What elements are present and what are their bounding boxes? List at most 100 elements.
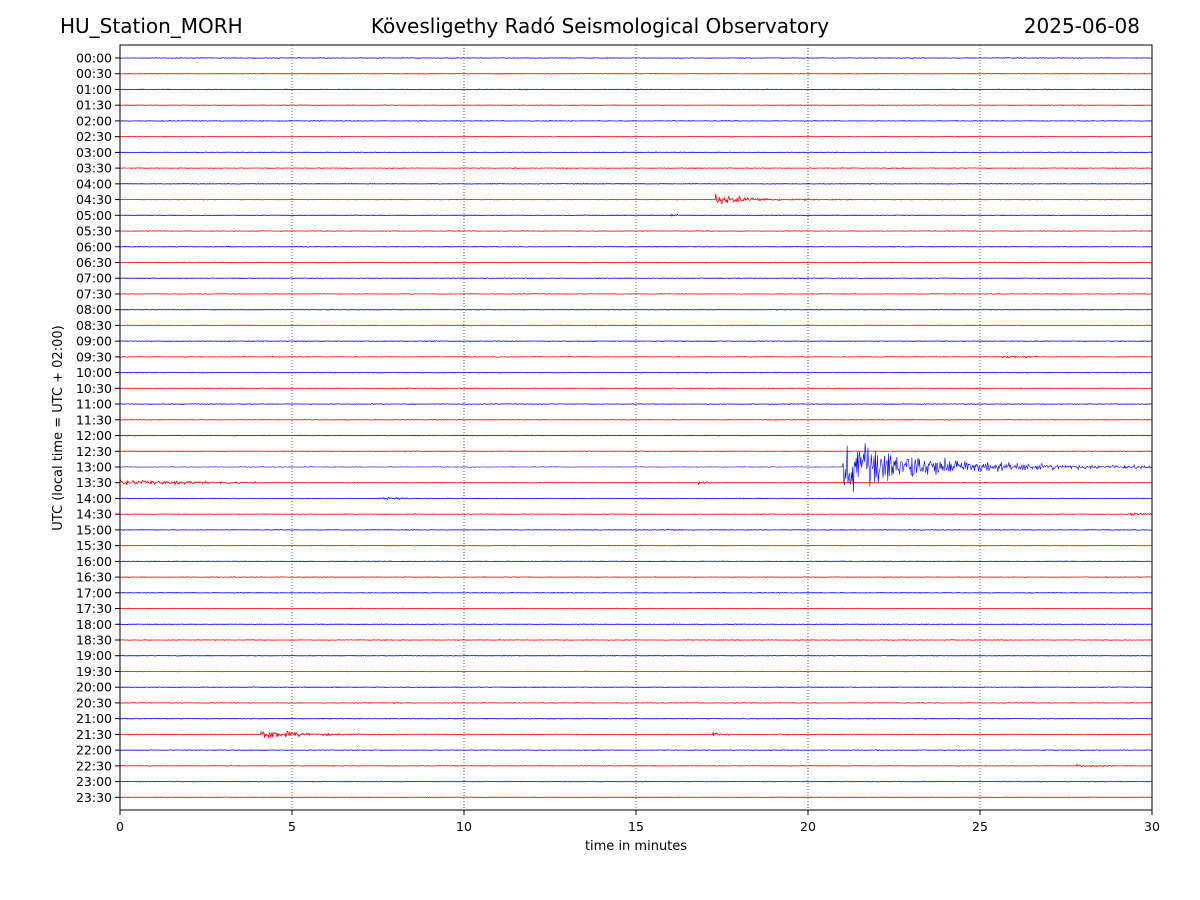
- y-tick-label: 17:00: [76, 585, 112, 600]
- y-tick-label: 22:30: [76, 758, 112, 773]
- grid-lines: [291, 45, 981, 810]
- y-tick-label: 03:30: [76, 161, 112, 176]
- y-tick-label: 11:00: [76, 397, 112, 412]
- y-tick-label: 07:00: [76, 271, 112, 286]
- trace-1300: [119, 442, 1153, 493]
- x-tick-label: 10: [456, 819, 472, 834]
- y-tick-label: 14:00: [76, 491, 112, 506]
- trace-0830: [120, 324, 1153, 327]
- y-tick-label: 14:30: [76, 507, 112, 522]
- trace-0500: [119, 213, 1153, 217]
- trace-2030: [119, 701, 1153, 704]
- y-tick-label: 05:00: [76, 208, 112, 223]
- trace-1200: [119, 434, 1153, 437]
- trace-0130: [120, 104, 1152, 107]
- y-tick-label: 20:30: [76, 695, 112, 710]
- trace-1230: [119, 450, 1153, 453]
- trace-1600: [119, 560, 1153, 563]
- y-ticks: 00:0000:3001:0001:3002:0002:3003:0003:30…: [76, 51, 120, 805]
- y-tick-label: 21:30: [76, 727, 112, 742]
- y-tick-label: 22:00: [76, 743, 112, 758]
- trace-1700: [119, 591, 1152, 594]
- trace-1500: [119, 528, 1153, 531]
- y-tick-label: 02:00: [76, 113, 112, 128]
- trace-1900: [119, 654, 1153, 657]
- trace-1630: [119, 576, 1153, 579]
- trace-1800: [120, 623, 1153, 626]
- trace-0800: [120, 308, 1153, 311]
- trace-0100: [119, 88, 1153, 91]
- station-title: HU_Station_MORH: [60, 14, 243, 38]
- y-tick-label: 13:00: [76, 459, 112, 474]
- y-tick-label: 07:30: [76, 286, 112, 301]
- trace-2130: [120, 730, 1153, 739]
- y-tick-label: 13:30: [76, 475, 112, 490]
- y-tick-label: 23:30: [76, 790, 112, 805]
- trace-0230: [119, 135, 1153, 138]
- y-tick-label: 12:00: [76, 428, 112, 443]
- y-tick-label: 17:30: [76, 601, 112, 616]
- y-tick-label: 18:00: [76, 617, 112, 632]
- x-tick-label: 15: [628, 819, 644, 834]
- trace-1100: [119, 403, 1152, 405]
- trace-1030: [119, 387, 1153, 390]
- x-tick-label: 25: [972, 819, 988, 834]
- x-ticks: 0 5 10 15 20 25 30: [116, 810, 1160, 834]
- y-tick-label: 05:30: [76, 224, 112, 239]
- y-tick-label: 15:30: [76, 538, 112, 553]
- y-tick-label: 16:00: [76, 554, 112, 569]
- date-title: 2025-06-08: [1023, 14, 1140, 38]
- trace-0430: [119, 193, 1153, 204]
- y-tick-label: 10:30: [76, 381, 112, 396]
- y-tick-label: 15:00: [76, 522, 112, 537]
- y-tick-label: 21:00: [76, 711, 112, 726]
- y-tick-label: 04:30: [76, 192, 112, 207]
- y-tick-label: 08:00: [76, 302, 112, 317]
- y-tick-label: 00:00: [76, 51, 112, 66]
- trace-1130: [119, 418, 1153, 421]
- trace-0700: [119, 277, 1153, 280]
- y-tick-label: 00:30: [76, 66, 112, 81]
- trace-1330: [119, 479, 1153, 486]
- trace-1000: [119, 371, 1152, 374]
- trace-0530: [119, 230, 1153, 232]
- trace-2230: [119, 763, 1152, 768]
- trace-0730: [119, 293, 1153, 295]
- y-tick-label: 08:30: [76, 318, 112, 333]
- trace-2330: [119, 796, 1153, 799]
- trace-0000: [119, 57, 1153, 59]
- observatory-title: Kövesligethy Radó Seismological Observat…: [370, 14, 830, 38]
- x-tick-label: 20: [800, 819, 816, 834]
- trace-1730: [119, 607, 1153, 610]
- x-axis-label: time in minutes: [585, 839, 687, 854]
- x-tick-label: 30: [1144, 819, 1160, 834]
- y-tick-label: 12:30: [76, 444, 112, 459]
- trace-0900: [119, 340, 1153, 343]
- y-tick-label: 01:00: [76, 82, 112, 97]
- y-axis-label: UTC (local time = UTC + 02:00): [51, 325, 66, 530]
- trace-1400: [119, 496, 1153, 500]
- trace-1430: [119, 512, 1153, 516]
- trace-1930: [119, 670, 1153, 673]
- y-tick-label: 19:30: [76, 664, 112, 679]
- y-tick-label: 09:30: [76, 349, 112, 364]
- trace-0930: [119, 355, 1153, 359]
- x-tick-label: 0: [116, 819, 124, 834]
- y-tick-label: 09:00: [76, 334, 112, 349]
- trace-1830: [120, 639, 1153, 641]
- x-tick-label: 5: [288, 819, 296, 834]
- trace-0400: [119, 182, 1153, 185]
- y-tick-label: 16:30: [76, 570, 112, 585]
- trace-2100: [119, 717, 1153, 720]
- trace-0030: [119, 72, 1153, 75]
- trace-0330: [119, 167, 1153, 170]
- y-tick-label: 18:30: [76, 633, 112, 648]
- y-tick-label: 03:00: [76, 145, 112, 160]
- y-tick-label: 23:00: [76, 774, 112, 789]
- trace-2200: [119, 749, 1153, 752]
- y-tick-label: 02:30: [76, 129, 112, 144]
- trace-1530: [119, 544, 1152, 547]
- trace-2000: [119, 686, 1153, 689]
- y-tick-label: 11:30: [76, 412, 112, 427]
